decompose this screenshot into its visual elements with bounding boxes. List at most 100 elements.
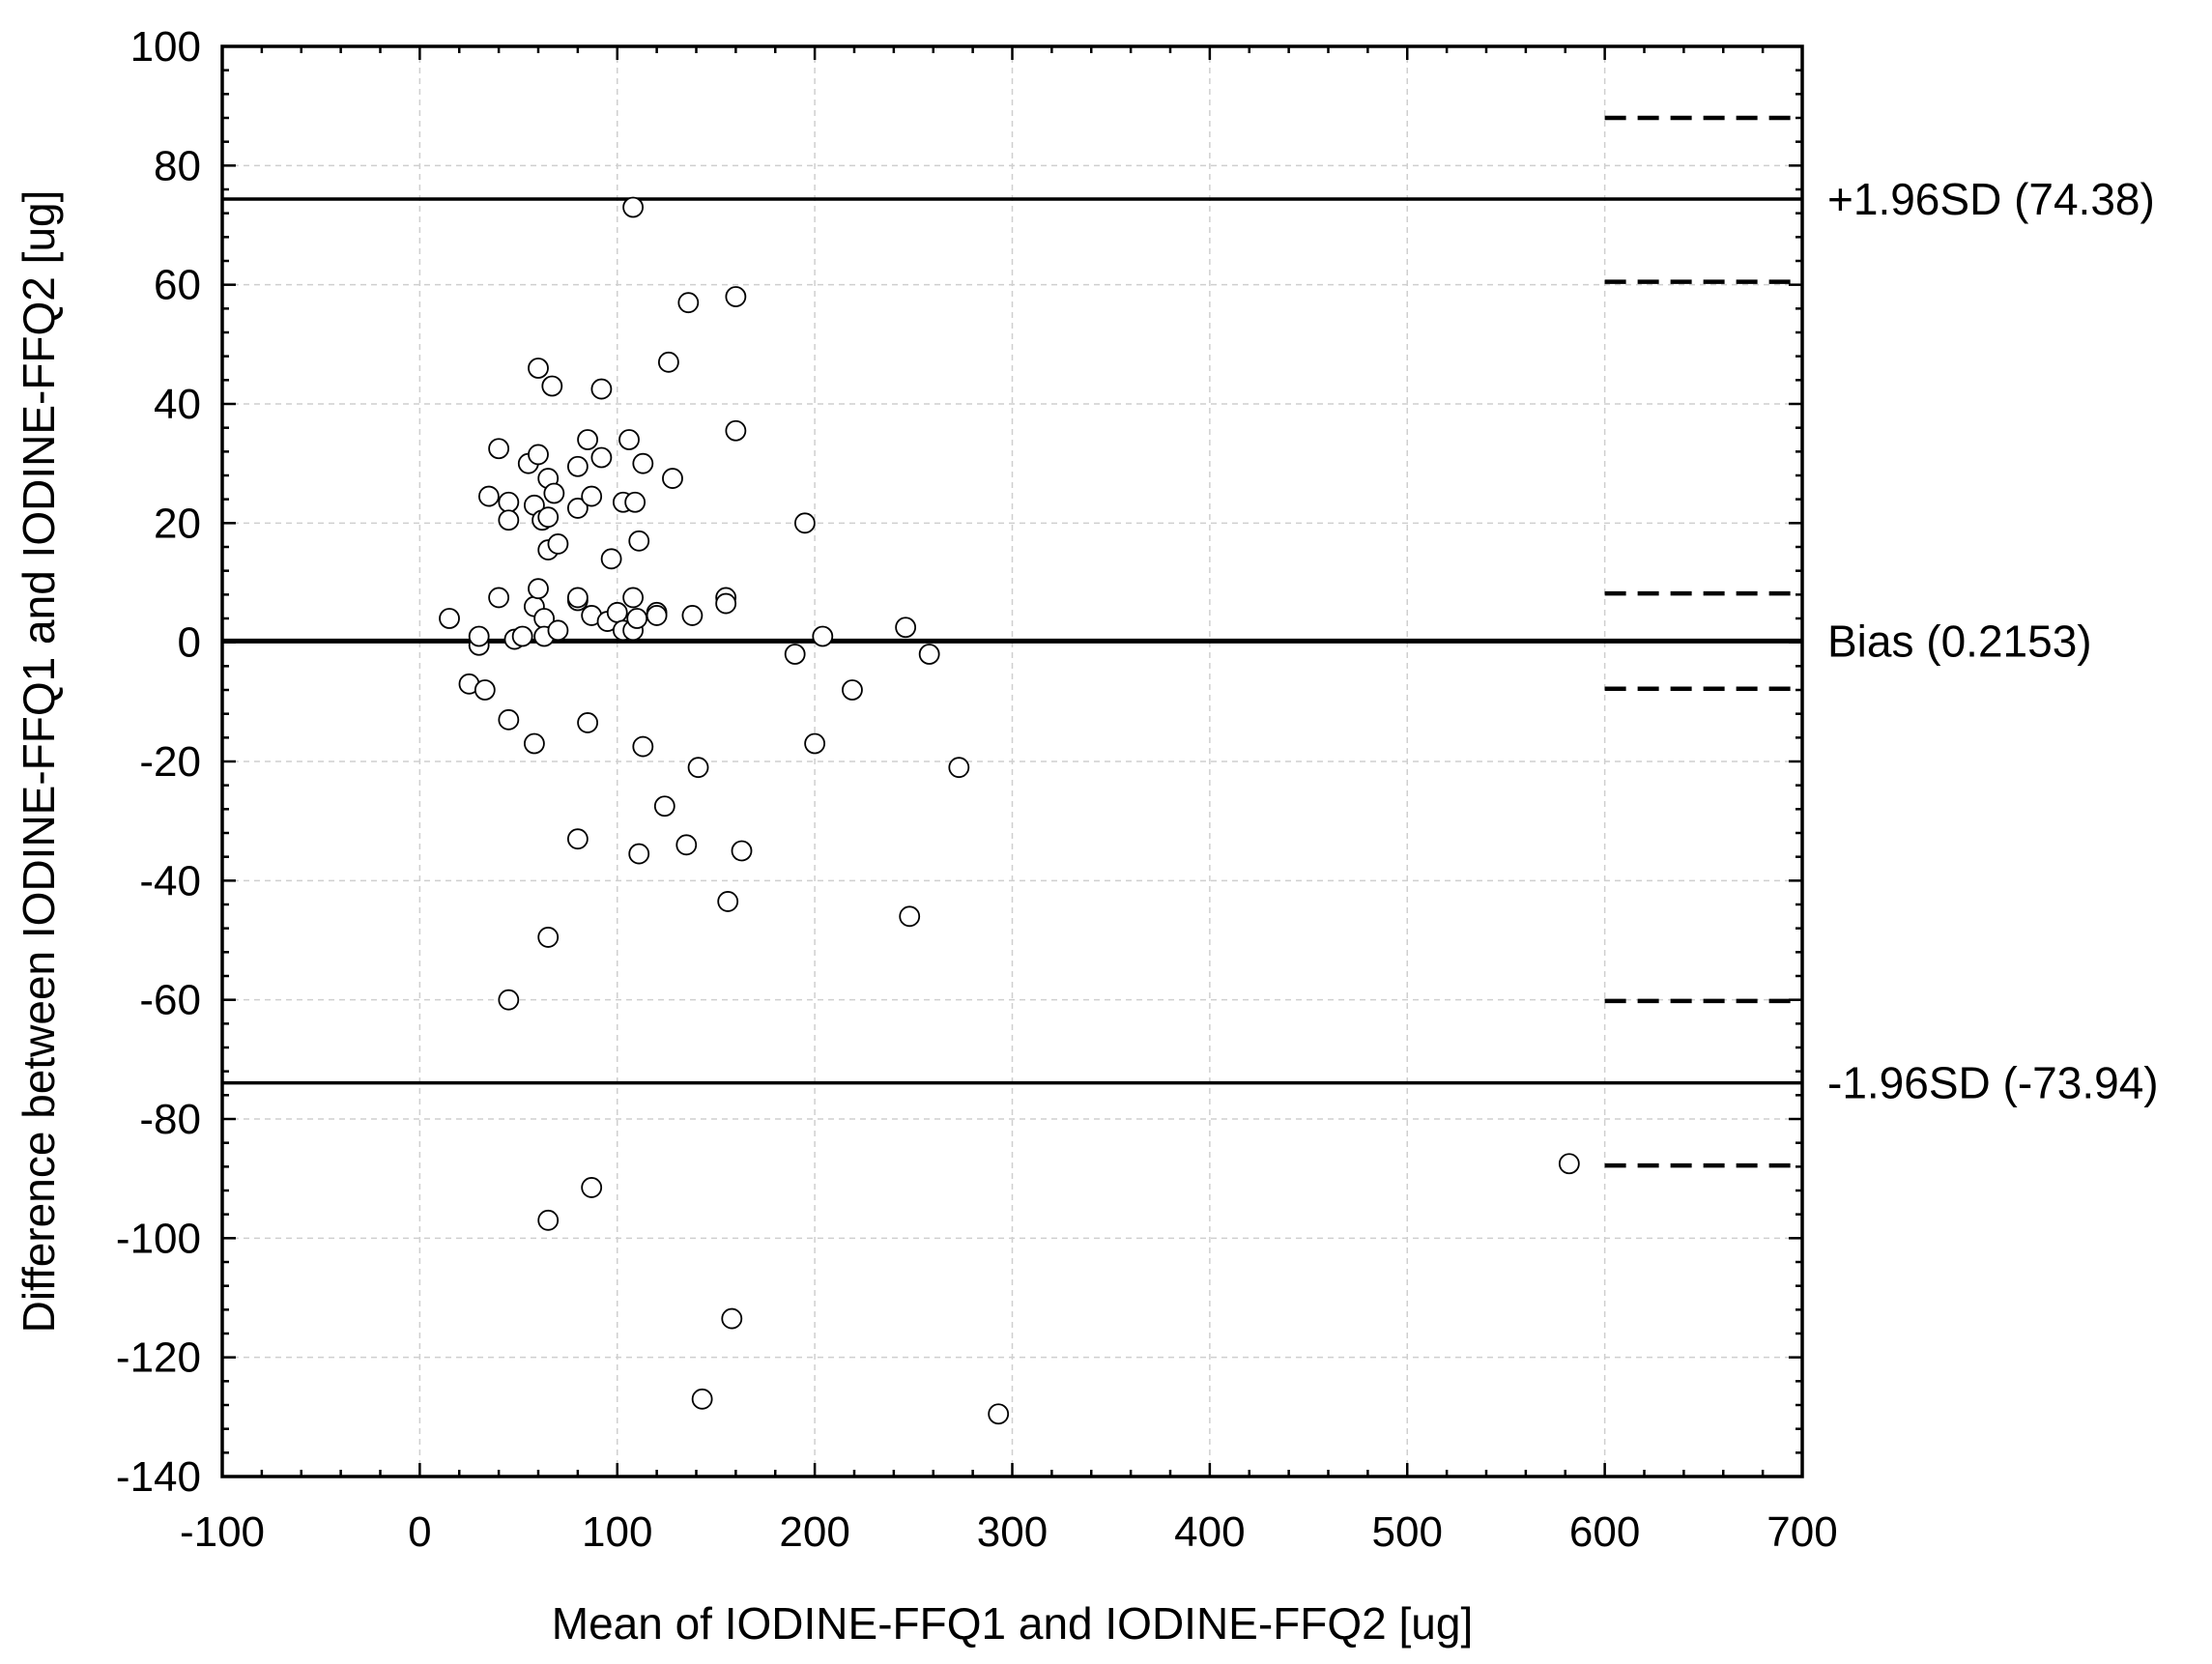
data-point: [566, 498, 589, 519]
data-point: [488, 438, 510, 460]
data-point: [632, 452, 654, 474]
data-point: [628, 530, 650, 552]
data-point: [581, 1177, 603, 1198]
data-point: [725, 419, 747, 442]
data-point: [537, 1209, 560, 1231]
data-point: [622, 587, 644, 609]
y-tick-label: 40: [154, 381, 201, 428]
data-point: [439, 608, 460, 629]
data-point: [606, 601, 628, 623]
data-point: [547, 619, 569, 642]
data-point: [622, 196, 644, 218]
y-tick-label: 20: [154, 500, 201, 547]
tick-labels: -100 0 100 200 300 400 500 600 700-140-120-100-8…: [116, 23, 1838, 1556]
data-point: [498, 509, 520, 531]
bias-label: Bias (0.2153): [1827, 616, 2092, 666]
x-tick-label: 100: [582, 1508, 652, 1556]
data-point: [537, 506, 560, 529]
x-tick-label: 400: [1174, 1508, 1245, 1556]
data-point: [624, 491, 646, 513]
data-point: [537, 927, 560, 948]
x-tick-label: -100: [180, 1508, 265, 1556]
x-tick-label: 300: [977, 1508, 1048, 1556]
data-point: [478, 485, 500, 507]
data-point: [528, 358, 549, 379]
data-point: [675, 834, 698, 856]
data-point: [1558, 1153, 1580, 1175]
data-point: [498, 491, 520, 513]
data-point: [474, 679, 496, 701]
data-points: [439, 196, 1580, 1425]
data-point: [784, 644, 806, 665]
data-point: [899, 905, 921, 928]
data-point: [511, 625, 533, 647]
y-axis-title: Difference between IODINE-FFQ1 and IODIN…: [14, 190, 64, 1334]
data-point: [715, 592, 737, 615]
y-tick-label: 80: [154, 142, 201, 189]
data-point: [577, 429, 598, 450]
data-point: [646, 605, 668, 626]
x-tick-label: 500: [1372, 1508, 1443, 1556]
data-point: [543, 482, 565, 504]
y-tick-label: -120: [116, 1334, 201, 1382]
data-point: [948, 757, 970, 779]
data-point: [794, 512, 816, 534]
data-point: [632, 735, 654, 758]
x-tick-label: 700: [1767, 1508, 1837, 1556]
data-point: [618, 429, 640, 450]
y-tick-label: 60: [154, 262, 201, 309]
data-point: [628, 843, 650, 865]
data-point: [717, 891, 739, 912]
data-point: [541, 375, 563, 397]
data-point: [600, 548, 622, 570]
y-tick-label: -100: [116, 1215, 201, 1262]
data-point: [687, 757, 709, 779]
data-point: [498, 989, 520, 1011]
y-tick-label: -140: [116, 1453, 201, 1501]
data-point: [918, 644, 940, 665]
data-point: [524, 732, 545, 755]
y-tick-label: -80: [139, 1096, 201, 1143]
data-point: [566, 828, 589, 850]
data-point: [804, 732, 826, 755]
y-tick-label: -40: [139, 857, 201, 904]
data-point: [590, 378, 613, 400]
confidence-interval-lines: [1604, 115, 1802, 1168]
limit-of-agreement-label: +1.96SD (74.38): [1827, 174, 2155, 224]
reference-line-labels: +1.96SD (74.38) Bias (0.2153) -1.96SD (-73…: [1827, 174, 2159, 1108]
data-point: [653, 795, 675, 818]
data-point: [691, 1388, 713, 1410]
data-point: [657, 351, 679, 373]
data-point: [498, 708, 520, 731]
data-point: [988, 1403, 1010, 1425]
data-point: [488, 587, 510, 609]
limit-of-agreement-label: -1.96SD (-73.94): [1827, 1058, 2159, 1108]
data-point: [677, 292, 700, 314]
data-point: [577, 712, 598, 733]
data-point: [566, 587, 589, 609]
data-point: [528, 444, 549, 466]
data-point: [626, 608, 648, 629]
y-tick-label: -20: [139, 738, 201, 786]
data-point: [895, 617, 917, 639]
data-point: [721, 1307, 743, 1330]
data-point: [662, 468, 683, 489]
y-tick-label: 0: [178, 619, 201, 667]
data-point: [590, 446, 613, 469]
data-point: [725, 286, 747, 307]
data-point: [812, 625, 834, 647]
x-tick-label: 0: [408, 1508, 431, 1556]
data-point: [468, 625, 490, 647]
x-tick-label: 200: [779, 1508, 849, 1556]
axis-ticks: [220, 44, 1804, 1478]
data-point: [681, 605, 704, 626]
x-tick-label: 600: [1569, 1508, 1640, 1556]
y-tick-label: -60: [139, 977, 201, 1024]
y-tick-label: 100: [130, 23, 201, 71]
data-point: [528, 578, 549, 600]
x-axis-title: Mean of IODINE-FFQ1 and IODINE-FFQ2 [ug]: [552, 1598, 1474, 1649]
data-point: [731, 840, 753, 862]
data-point: [547, 533, 569, 555]
